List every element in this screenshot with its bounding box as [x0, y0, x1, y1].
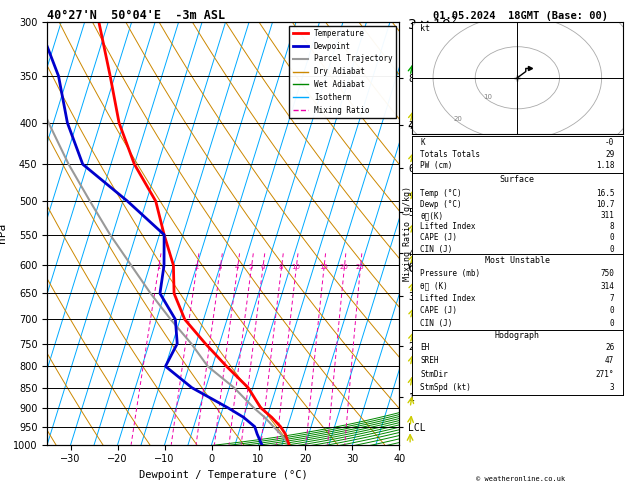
Text: 25: 25 [356, 264, 365, 270]
Text: Lifted Index: Lifted Index [420, 222, 476, 231]
Text: 10: 10 [291, 264, 301, 270]
Text: 40°27'N  50°04'E  -3m ASL: 40°27'N 50°04'E -3m ASL [47, 9, 225, 22]
Text: θᴇ (K): θᴇ (K) [420, 281, 448, 291]
Text: Dewp (°C): Dewp (°C) [420, 200, 462, 209]
Text: 271°: 271° [596, 369, 615, 379]
Text: 26: 26 [605, 343, 615, 352]
Text: 5: 5 [249, 264, 253, 270]
Text: © weatheronline.co.uk: © weatheronline.co.uk [476, 476, 565, 482]
Text: 15: 15 [320, 264, 328, 270]
Text: 750: 750 [601, 269, 615, 278]
Text: 2: 2 [194, 264, 199, 270]
Text: StmDir: StmDir [420, 369, 448, 379]
Text: 1.18: 1.18 [596, 161, 615, 171]
Text: 0: 0 [610, 306, 615, 315]
Text: PW (cm): PW (cm) [420, 161, 453, 171]
Text: CAPE (J): CAPE (J) [420, 233, 457, 243]
Text: 0: 0 [610, 319, 615, 328]
Legend: Temperature, Dewpoint, Parcel Trajectory, Dry Adiabat, Wet Adiabat, Isotherm, Mi: Temperature, Dewpoint, Parcel Trajectory… [289, 26, 396, 118]
Text: Surface: Surface [500, 175, 535, 184]
Text: 6: 6 [260, 264, 265, 270]
Text: 4: 4 [235, 264, 240, 270]
Text: 20: 20 [340, 264, 348, 270]
Text: SREH: SREH [420, 356, 439, 365]
Text: 10: 10 [483, 94, 493, 101]
Text: Totals Totals: Totals Totals [420, 150, 481, 159]
Text: StmSpd (kt): StmSpd (kt) [420, 383, 471, 392]
Text: 20: 20 [454, 116, 463, 122]
Text: 8: 8 [610, 222, 615, 231]
Text: 01.05.2024  18GMT (Base: 00): 01.05.2024 18GMT (Base: 00) [433, 11, 608, 21]
Text: EH: EH [420, 343, 430, 352]
Text: θᴇ(K): θᴇ(K) [420, 211, 443, 220]
Text: K: K [420, 138, 425, 147]
Text: Lifted Index: Lifted Index [420, 294, 476, 303]
Text: kt: kt [420, 24, 430, 33]
Text: 3: 3 [218, 264, 222, 270]
Text: 8: 8 [279, 264, 284, 270]
Text: Mixing Ratio (g/kg): Mixing Ratio (g/kg) [403, 186, 411, 281]
Text: 47: 47 [605, 356, 615, 365]
Text: 314: 314 [601, 281, 615, 291]
Y-axis label: hPa: hPa [0, 223, 8, 243]
Text: Pressure (mb): Pressure (mb) [420, 269, 481, 278]
Text: CIN (J): CIN (J) [420, 319, 453, 328]
Text: 0: 0 [610, 233, 615, 243]
Text: CAPE (J): CAPE (J) [420, 306, 457, 315]
Text: 311: 311 [601, 211, 615, 220]
Text: 29: 29 [605, 150, 615, 159]
Text: Temp (°C): Temp (°C) [420, 189, 462, 198]
Y-axis label: km
ASL: km ASL [465, 223, 483, 244]
Text: 3: 3 [610, 383, 615, 392]
Text: 10.7: 10.7 [596, 200, 615, 209]
Text: Hodograph: Hodograph [495, 331, 540, 341]
Text: 1: 1 [156, 264, 160, 270]
Text: 0: 0 [610, 244, 615, 254]
Text: -0: -0 [605, 138, 615, 147]
Text: Most Unstable: Most Unstable [485, 257, 550, 265]
Text: 16.5: 16.5 [596, 189, 615, 198]
Text: CIN (J): CIN (J) [420, 244, 453, 254]
Text: 7: 7 [610, 294, 615, 303]
X-axis label: Dewpoint / Temperature (°C): Dewpoint / Temperature (°C) [139, 470, 308, 480]
